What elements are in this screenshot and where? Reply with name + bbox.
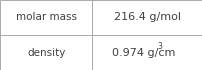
Text: density: density [27, 48, 65, 57]
Text: molar mass: molar mass [16, 13, 76, 22]
Text: 216.4 g/mol: 216.4 g/mol [114, 13, 180, 22]
Text: 3: 3 [156, 42, 161, 51]
Text: 0.974 g/cm: 0.974 g/cm [112, 48, 175, 57]
